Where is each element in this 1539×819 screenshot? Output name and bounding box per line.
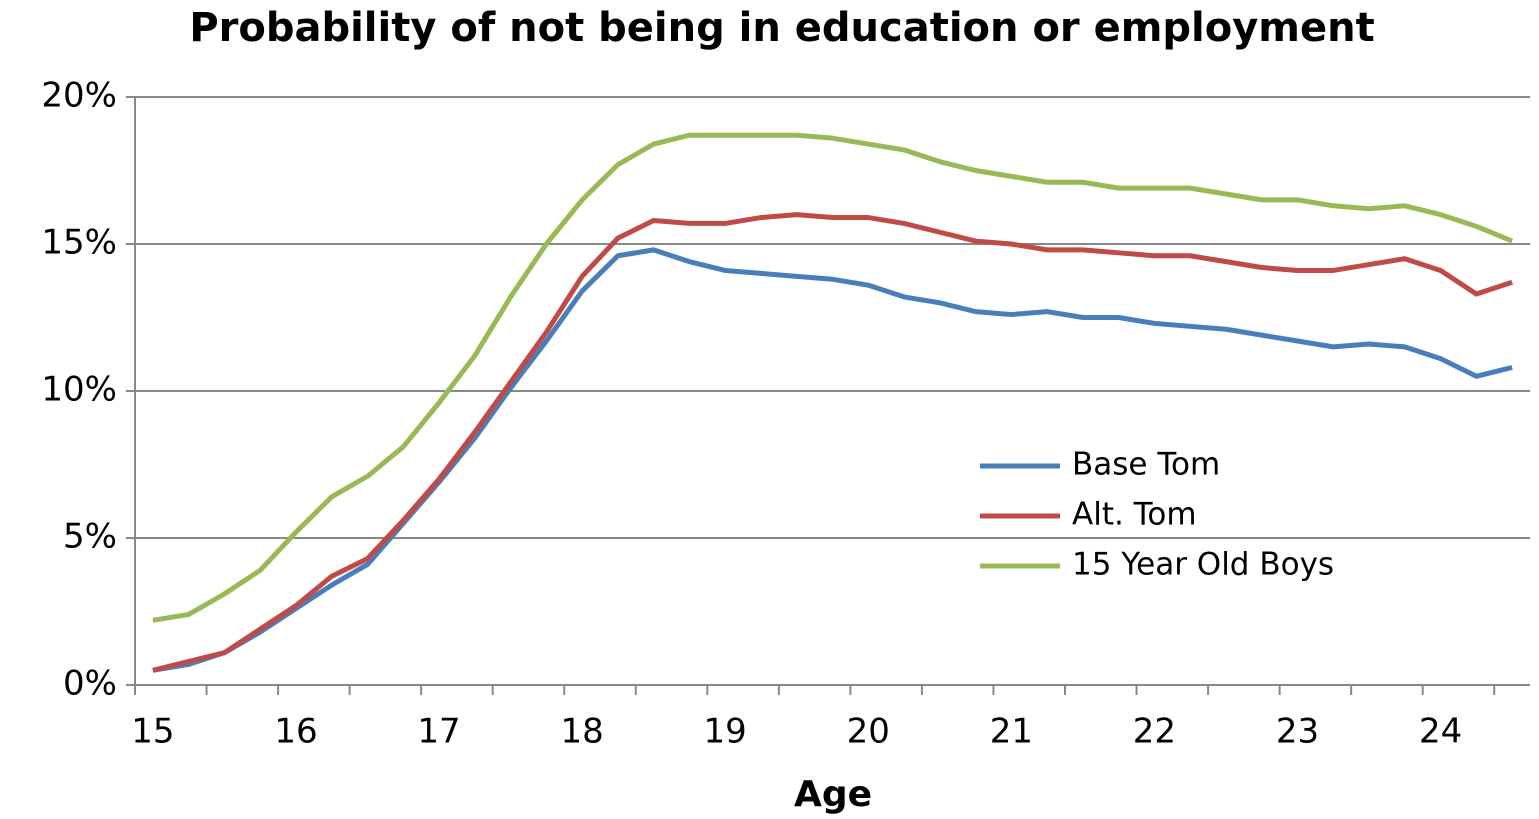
y-tick-label: 10% [41, 370, 117, 410]
series-line [152, 212, 1513, 673]
legend-label: 15 Year Old Boys [1072, 547, 1334, 583]
x-tick-label: 21 [990, 712, 1033, 752]
x-tick-label: 23 [1276, 712, 1319, 752]
x-tick-label: 15 [131, 712, 174, 752]
legend-label: Alt. Tom [1072, 497, 1197, 533]
chart-title: Probability of not being in education or… [189, 5, 1374, 51]
y-tick-label: 15% [41, 223, 117, 263]
series-line [152, 132, 1514, 623]
legend-label: Base Tom [1072, 447, 1220, 483]
x-tick-label: 24 [1419, 712, 1462, 752]
x-tick-label: 18 [560, 712, 603, 752]
x-tick-label: 17 [417, 712, 460, 752]
series-line [152, 247, 1513, 673]
x-tick-label: 19 [704, 712, 747, 752]
x-tick-label: 16 [274, 712, 317, 752]
y-tick-label: 20% [41, 76, 117, 116]
y-tick-label: 5% [63, 517, 117, 557]
x-tick-label: 20 [847, 712, 890, 752]
x-axis-label: Age [794, 774, 872, 815]
y-tick-label: 0% [63, 664, 117, 704]
x-tick-label: 22 [1133, 712, 1176, 752]
